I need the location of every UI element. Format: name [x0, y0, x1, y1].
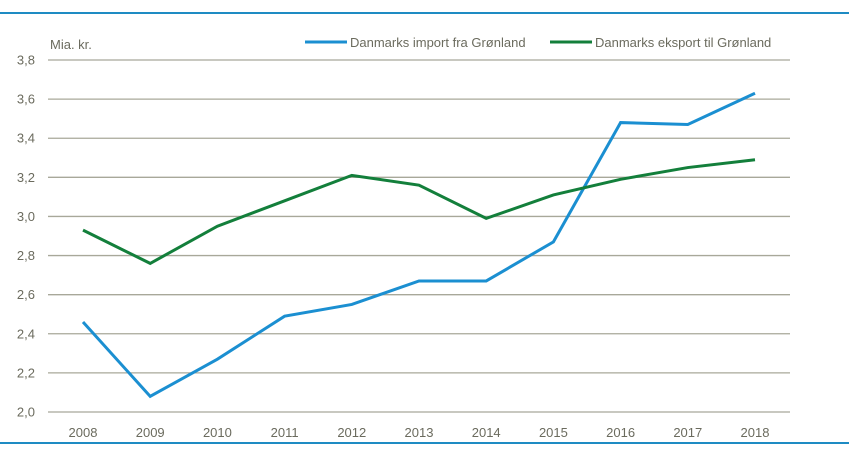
x-axis-ticks: 2008 2009 2010 2011 2012 2013 2014 2015 2016 2017… — [69, 425, 770, 440]
legend-label: Danmarks import fra Grønland — [350, 35, 526, 50]
x-tick-label: 2013 — [405, 425, 434, 440]
y-tick-label: 2,6 — [17, 287, 35, 302]
x-tick-label: 2012 — [337, 425, 366, 440]
y-axis-ticks: 2,0 2,2 2,4 2,6 2,8 3,0 3,2 3,4 3,6 3,8 — [17, 53, 35, 420]
y-tick-label: 2,0 — [17, 405, 35, 420]
y-tick-label: 3,2 — [17, 170, 35, 185]
y-tick-label: 2,2 — [17, 365, 35, 380]
legend-label: Danmarks eksport til Grønland — [595, 35, 771, 50]
y-tick-label: 2,4 — [17, 326, 35, 341]
x-tick-label: 2009 — [136, 425, 165, 440]
y-tick-label: 3,8 — [17, 53, 35, 68]
x-tick-label: 2015 — [539, 425, 568, 440]
bottom-border-rule — [0, 442, 849, 444]
top-border-rule — [0, 12, 849, 14]
y-tick-label: 3,0 — [17, 209, 35, 224]
x-tick-label: 2016 — [606, 425, 635, 440]
x-tick-label: 2018 — [741, 425, 770, 440]
legend: Danmarks import fra Grønland Danmarks eks… — [305, 35, 771, 50]
y-tick-label: 3,6 — [17, 92, 35, 107]
series-lines — [81, 91, 756, 399]
series-line-export — [82, 158, 756, 266]
x-tick-label: 2017 — [673, 425, 702, 440]
x-tick-label: 2010 — [203, 425, 232, 440]
x-tick-label: 2011 — [271, 425, 299, 440]
y-tick-label: 2,8 — [17, 248, 35, 263]
y-axis-unit-label: Mia. kr. — [50, 37, 92, 52]
x-tick-label: 2008 — [69, 425, 98, 440]
gridlines — [48, 59, 790, 413]
y-tick-label: 3,4 — [17, 131, 35, 146]
x-tick-label: 2014 — [472, 425, 501, 440]
